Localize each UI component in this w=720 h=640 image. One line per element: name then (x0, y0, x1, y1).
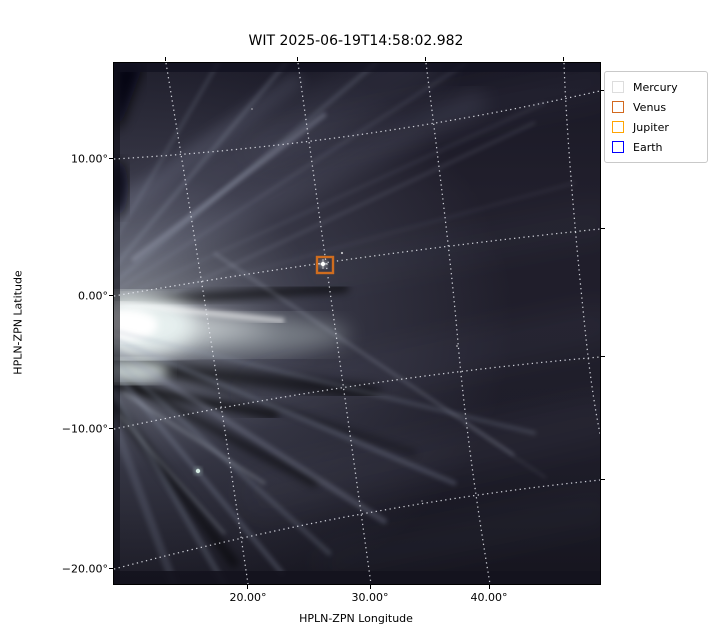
jupiter-marker-swatch (612, 121, 624, 133)
plot-area (113, 62, 601, 585)
left-strip (114, 63, 120, 584)
grid-lat-0 (114, 228, 600, 297)
legend-item-earth: Earth (612, 137, 701, 157)
x-tick-label: 40.00° (470, 591, 508, 604)
y-tick-label: 0.00° (78, 289, 108, 303)
satellite-streak (213, 252, 547, 479)
y-tick (109, 158, 113, 159)
coordinate-grid (114, 63, 600, 584)
legend-label: Earth (633, 140, 663, 154)
y-tick-right (601, 228, 605, 229)
x-tick-top (425, 57, 426, 61)
x-tick (489, 585, 490, 589)
x-tick-label: 30.00° (351, 591, 389, 604)
venus-marker-swatch (612, 101, 624, 113)
legend-label: Venus (633, 100, 667, 114)
y-tick-right (601, 356, 605, 357)
venus-marker-square (315, 255, 335, 275)
legend-item-jupiter: Jupiter (612, 117, 701, 137)
upper-rays (114, 63, 576, 311)
x-tick-top (297, 57, 298, 61)
x-tick (370, 585, 371, 589)
y-tick-right (601, 479, 605, 480)
bottom-strip (114, 571, 600, 584)
grid-lon-20 (165, 63, 249, 584)
y-tick (109, 295, 113, 296)
x-tick-top (165, 57, 166, 61)
wit-image (114, 63, 600, 584)
y-tick (109, 428, 113, 429)
stars (193, 108, 458, 502)
mercury-marker-swatch (612, 81, 624, 93)
y-tick (109, 568, 113, 569)
grid-lat-minus20 (114, 479, 600, 570)
legend-label: Mercury (633, 80, 678, 94)
x-axis-label: HPLN-ZPN Longitude (299, 612, 413, 625)
y-axis-label: HPLN-ZPN Latitude (11, 270, 25, 375)
x-tick-label: 20.00° (229, 591, 267, 604)
x-tick-top (563, 57, 564, 61)
legend: Mercury Venus Jupiter Earth (604, 71, 708, 163)
y-tick-label: −20.00° (61, 562, 108, 576)
legend-item-mercury: Mercury (612, 77, 701, 97)
earth-marker-swatch (612, 141, 624, 153)
grid-lon-40 (425, 63, 491, 584)
top-strip (114, 63, 600, 72)
grid-lon-50 (563, 63, 600, 435)
y-tick-label: −10.00° (61, 422, 108, 436)
plot-title: WIT 2025-06-19T14:58:02.982 (248, 33, 464, 49)
x-tick (247, 585, 248, 589)
legend-label: Jupiter (633, 120, 669, 134)
legend-item-venus: Venus (612, 97, 701, 117)
corner-shadow (114, 63, 144, 133)
venus-marker (315, 255, 335, 275)
grid-lat-10 (114, 90, 600, 160)
y-tick-label: 10.00° (71, 152, 108, 166)
y-tick-right (601, 90, 605, 91)
lower-rays (114, 329, 536, 584)
